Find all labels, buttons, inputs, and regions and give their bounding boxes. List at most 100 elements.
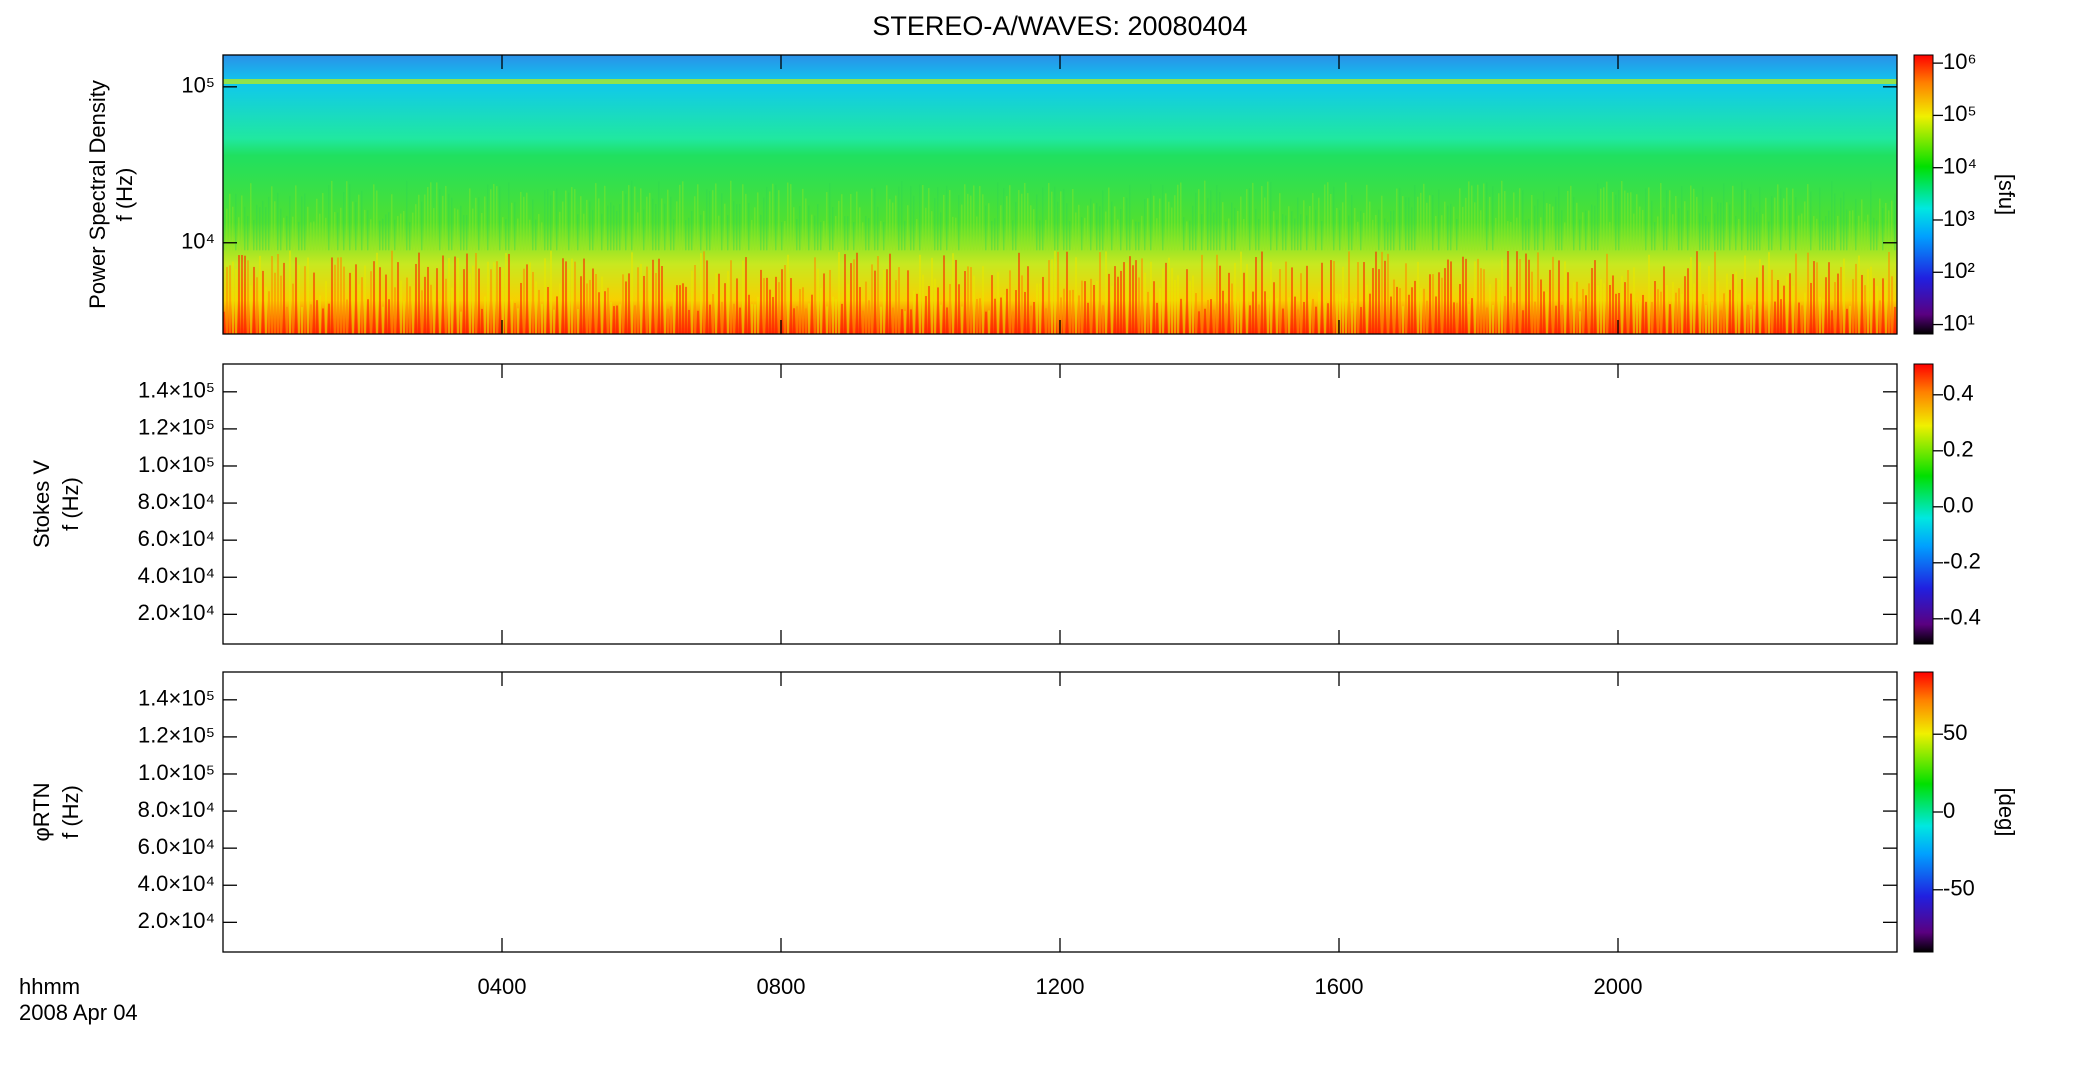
spectrogram-strip bbox=[973, 185, 975, 251]
spectrogram-strip bbox=[1000, 297, 1002, 334]
spectrogram-strip bbox=[781, 222, 783, 251]
spectrogram-strip bbox=[565, 190, 567, 251]
colorbar-tick-label: 10⁶ bbox=[1943, 49, 1977, 74]
spectrogram-strip bbox=[364, 209, 366, 251]
spectrogram-strip bbox=[262, 270, 264, 334]
colorbar-tick-label: -0.4 bbox=[1943, 605, 1981, 630]
spectrogram-strip bbox=[1192, 205, 1194, 251]
spectrogram-strip bbox=[1189, 220, 1191, 251]
spectrogram-strip bbox=[835, 215, 837, 251]
spectrogram-strip bbox=[1276, 219, 1278, 251]
spectrogram-strip bbox=[1066, 251, 1068, 334]
spectrogram-strip bbox=[1618, 190, 1620, 251]
spectrogram-strip bbox=[1435, 296, 1437, 334]
spectrogram-strip bbox=[1492, 305, 1494, 334]
spectrogram-strip bbox=[565, 261, 567, 334]
spectrogram-strip bbox=[1720, 202, 1722, 251]
spectrogram-strip bbox=[1717, 281, 1719, 334]
spectrogram-strip bbox=[1786, 275, 1788, 334]
spectrogram-strip bbox=[1165, 262, 1167, 334]
spectrogram-strip bbox=[1573, 282, 1575, 334]
spectrogram-strip bbox=[1267, 299, 1269, 334]
spectrogram-strip bbox=[973, 275, 975, 334]
spectrogram-strip bbox=[1393, 210, 1395, 251]
spectrogram-strip bbox=[517, 308, 519, 334]
spectrogram-strip bbox=[1174, 195, 1176, 251]
spectrogram-strip bbox=[664, 299, 666, 334]
y-tick-label: 1.0×10⁵ bbox=[138, 760, 215, 785]
spectrogram-strip bbox=[1147, 291, 1149, 334]
spectrogram-strip bbox=[1009, 270, 1011, 334]
spectrogram-strip bbox=[1591, 204, 1593, 251]
spectrogram-strip bbox=[847, 216, 849, 251]
spectrogram-strip bbox=[1645, 188, 1647, 251]
spectrogram-strip bbox=[919, 254, 921, 334]
spectrogram-strip bbox=[268, 291, 270, 334]
spectrogram-strip bbox=[1675, 292, 1677, 334]
spectrogram-strip bbox=[331, 180, 333, 251]
spectrogram-strip bbox=[730, 180, 732, 251]
spectrogram-strip bbox=[1441, 277, 1443, 334]
spectrogram-strip bbox=[319, 295, 321, 334]
spectrogram-strip bbox=[586, 199, 588, 251]
spectrogram-strip bbox=[847, 284, 849, 334]
spectrogram-strip bbox=[1129, 256, 1131, 334]
spectrogram-strip bbox=[451, 197, 453, 251]
y-tick-label: 1.4×10⁵ bbox=[138, 686, 215, 711]
y-tick-label: 8.0×10⁴ bbox=[138, 797, 215, 822]
spectrogram-strip bbox=[1825, 277, 1827, 334]
spectrogram-strip bbox=[1750, 309, 1752, 334]
spectrogram-strip bbox=[493, 262, 495, 334]
spectrogram-strip bbox=[913, 290, 915, 334]
spectrogram-strip bbox=[1231, 283, 1233, 334]
spectrogram-strip bbox=[1582, 212, 1584, 251]
spectrogram-strip bbox=[895, 195, 897, 251]
spectrogram-strip bbox=[769, 289, 771, 334]
spectrogram-strip bbox=[637, 212, 639, 251]
spectrogram-strip bbox=[829, 183, 831, 251]
spectrogram-strip bbox=[1876, 285, 1878, 334]
spectrogram-strip bbox=[943, 194, 945, 251]
spectrogram-strip bbox=[1501, 259, 1503, 334]
spectrogram-strip bbox=[898, 186, 900, 251]
spectrogram-strip bbox=[349, 272, 351, 334]
spectrogram-strip bbox=[811, 214, 813, 251]
spectrogram-strip bbox=[1042, 276, 1044, 334]
spectrogram-strip bbox=[1120, 270, 1122, 334]
spectrogram-strip bbox=[1318, 291, 1320, 334]
spectrogram-strip bbox=[514, 302, 516, 334]
spectrogram-strip bbox=[1840, 266, 1842, 334]
time-label: hhmm bbox=[19, 974, 80, 999]
y-axis-label: Stokes V bbox=[29, 460, 54, 548]
spectrogram-strip bbox=[1729, 289, 1731, 334]
spectrogram-strip bbox=[1666, 190, 1668, 251]
colorbar bbox=[1913, 54, 1934, 335]
spectrogram-strip bbox=[1525, 220, 1527, 251]
spectrogram-strip bbox=[1540, 279, 1542, 334]
spectrogram-strip bbox=[1744, 255, 1746, 334]
spectrogram-strip bbox=[1042, 187, 1044, 251]
spectrogram-strip bbox=[421, 201, 423, 251]
spectrogram-strip bbox=[709, 304, 711, 334]
spectrogram-strip bbox=[757, 192, 759, 251]
spectrogram-strip bbox=[1852, 210, 1854, 251]
spectrogram-strip bbox=[991, 220, 993, 251]
spectrogram-strip bbox=[1387, 253, 1389, 334]
spectrogram-strip bbox=[949, 284, 951, 334]
spectrogram-strip bbox=[712, 294, 714, 334]
spectrogram-strip bbox=[1081, 280, 1083, 334]
spectrogram-strip bbox=[1474, 202, 1476, 251]
spectrogram-strip bbox=[1204, 308, 1206, 334]
spectrogram-strip bbox=[478, 268, 480, 334]
spectrogram-strip bbox=[691, 270, 693, 334]
spectrogram-strip bbox=[985, 205, 987, 251]
spectrogram-strip bbox=[808, 303, 810, 334]
spectrogram-strip bbox=[472, 265, 474, 334]
spectrogram-strip bbox=[925, 207, 927, 251]
spectrogram-strip bbox=[1021, 275, 1023, 334]
spectrogram-strip bbox=[295, 185, 297, 251]
spectrogram-strip bbox=[1747, 304, 1749, 334]
spectrogram-strip bbox=[349, 183, 351, 251]
colorbar bbox=[1913, 671, 1934, 953]
spectrogram-strip bbox=[229, 193, 231, 251]
